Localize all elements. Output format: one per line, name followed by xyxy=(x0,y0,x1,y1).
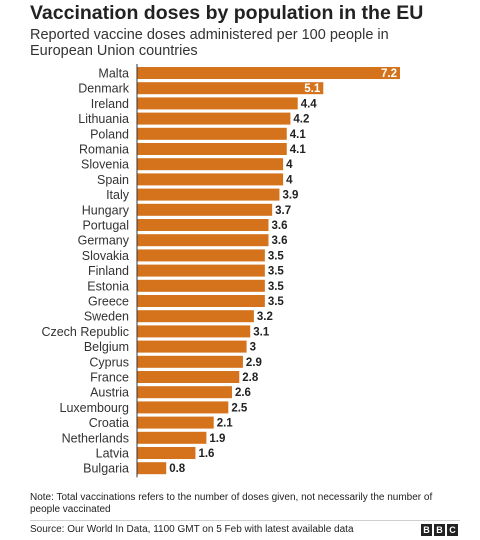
category-label: Finland xyxy=(88,264,129,278)
bar xyxy=(137,386,232,399)
category-label: Belgium xyxy=(84,340,129,354)
value-label: 3.6 xyxy=(272,220,288,232)
value-label: 3.6 xyxy=(272,235,288,247)
value-label: 3.5 xyxy=(268,266,285,278)
chart-subtitle: Reported vaccine doses administered per … xyxy=(30,27,389,59)
bar xyxy=(137,67,400,79)
bar xyxy=(137,173,284,186)
value-label: 3.9 xyxy=(282,190,298,202)
chart-title: Vaccination doses by population in the E… xyxy=(30,2,424,24)
value-label: 2.9 xyxy=(246,357,262,369)
value-label: 3.2 xyxy=(257,311,273,323)
category-label: Estonia xyxy=(87,279,129,293)
value-label: 3.7 xyxy=(275,205,291,217)
bar xyxy=(137,249,265,262)
bar xyxy=(137,82,324,95)
value-label: 5.1 xyxy=(304,83,321,95)
category-label: Croatia xyxy=(89,416,129,430)
value-label: 3.5 xyxy=(268,296,285,308)
value-label: 3.5 xyxy=(268,250,285,262)
bar xyxy=(137,203,273,216)
category-label: France xyxy=(90,371,129,385)
category-label: Romania xyxy=(79,143,129,157)
bar xyxy=(137,462,167,475)
category-label: Denmark xyxy=(78,82,129,96)
category-label: Poland xyxy=(90,127,129,141)
bar-chart: Malta 7.2 Denmark 5.1 Ireland 4.4 Lithuania 4.2… xyxy=(41,64,400,478)
bar xyxy=(137,279,265,292)
value-label: 4.2 xyxy=(293,114,309,126)
bar xyxy=(137,97,298,110)
bar xyxy=(137,264,265,277)
category-label: Latvia xyxy=(96,447,129,461)
category-label: Sweden xyxy=(84,310,129,324)
bar xyxy=(137,112,291,125)
value-label: 2.5 xyxy=(231,402,248,414)
value-label: 1.9 xyxy=(209,433,225,445)
value-label: 7.2 xyxy=(381,68,397,80)
value-label: 4.4 xyxy=(301,98,318,110)
bar xyxy=(137,371,240,383)
bar xyxy=(137,127,287,140)
bar xyxy=(137,447,196,459)
value-label: 3.5 xyxy=(268,281,285,293)
category-label: Cyprus xyxy=(89,355,129,369)
category-label: Italy xyxy=(106,188,130,202)
value-label: 2.6 xyxy=(235,387,251,399)
value-label: 0.8 xyxy=(169,463,186,475)
category-label: Austria xyxy=(90,386,129,400)
bar xyxy=(137,325,251,338)
bar xyxy=(137,340,247,353)
bar xyxy=(137,234,269,247)
category-label: Slovenia xyxy=(81,158,129,172)
source-text: Source: Our World In Data, 1100 GMT on 5… xyxy=(30,524,354,535)
bar xyxy=(137,188,280,201)
value-label: 4.1 xyxy=(290,144,307,156)
category-label: Spain xyxy=(97,173,129,187)
bar xyxy=(137,143,287,155)
category-label: Luxembourg xyxy=(60,401,130,415)
logo-letter: B xyxy=(434,524,445,536)
value-label: 3 xyxy=(250,342,256,354)
bar xyxy=(137,158,284,171)
bar xyxy=(137,295,265,307)
category-label: Netherlands xyxy=(62,431,129,445)
category-label: Hungary xyxy=(82,203,130,217)
value-label: 4.1 xyxy=(290,129,307,141)
bar xyxy=(137,310,254,323)
category-label: Malta xyxy=(98,67,129,81)
bbc-logo: B B C xyxy=(421,524,458,536)
category-label: Czech Republic xyxy=(41,325,129,339)
chart-note: Note: Total vaccinations refers to the n… xyxy=(30,492,433,515)
bar xyxy=(137,431,207,444)
bar xyxy=(137,416,214,429)
value-label: 3.1 xyxy=(253,326,270,338)
logo-letter: C xyxy=(447,524,458,536)
category-label: Greece xyxy=(88,295,129,309)
category-label: Lithuania xyxy=(78,112,129,126)
value-label: 4 xyxy=(286,174,293,186)
footer-divider xyxy=(30,520,460,521)
category-label: Bulgaria xyxy=(83,462,129,476)
value-label: 4 xyxy=(286,159,293,171)
value-label: 2.1 xyxy=(217,418,234,430)
bar xyxy=(137,219,269,231)
category-label: Ireland xyxy=(91,97,129,111)
value-label: 2.8 xyxy=(242,372,259,384)
bar xyxy=(137,401,229,414)
category-label: Portugal xyxy=(82,219,129,233)
logo-letter: B xyxy=(421,524,432,536)
category-label: Slovakia xyxy=(82,249,129,263)
bar xyxy=(137,355,243,368)
value-label: 1.6 xyxy=(198,448,214,460)
category-label: Germany xyxy=(78,234,130,248)
